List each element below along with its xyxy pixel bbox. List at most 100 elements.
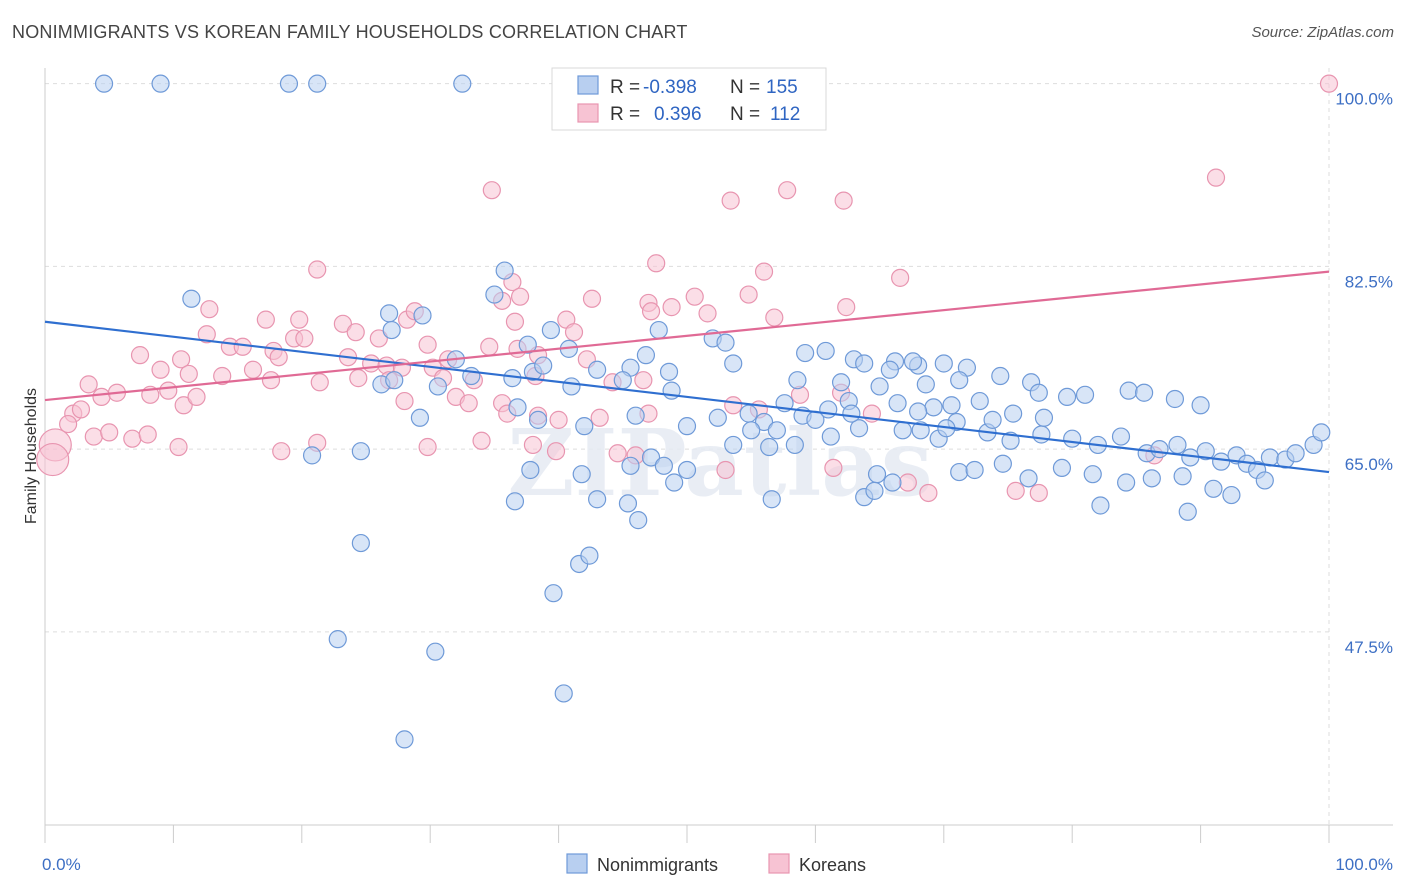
nonimmigrant-point-86: [1168, 435, 1187, 455]
nonimmigrant-point-11: [541, 320, 560, 340]
korean-point-8: [754, 262, 774, 281]
korean-point-103: [716, 460, 735, 480]
korean-point-0: [1319, 74, 1339, 93]
nonimmigrant-point-69: [575, 417, 594, 436]
nonimmigrant-point-149: [426, 642, 445, 661]
legend-r-label-2: R =: [610, 104, 640, 125]
nonimmigrant-point-59: [924, 398, 943, 417]
nonimmigrant-point-10: [382, 320, 401, 340]
korean-point-6: [308, 260, 327, 279]
korean-point-1: [1206, 168, 1226, 187]
nonimmigrant-point-83: [1111, 427, 1131, 446]
nonimmigrant-point-74: [806, 410, 825, 429]
nonimmigrant-point-119: [760, 437, 779, 457]
korean-point-89: [59, 414, 78, 434]
nonimmigrant-point-43: [788, 371, 807, 390]
nonimmigrant-point-125: [1019, 469, 1038, 488]
korean-point-88: [71, 400, 91, 419]
nonimmigrants-points: [94, 74, 1331, 749]
nonimmigrant-point-19: [816, 341, 835, 361]
korean-point-3: [721, 191, 740, 210]
nonimmigrant-point-97: [1312, 423, 1331, 442]
nonimmigrant-point-124: [993, 454, 1012, 473]
nonimmigrant-point-51: [1057, 387, 1077, 407]
nonimmigrant-point-26: [903, 352, 923, 371]
nonimmigrant-point-127: [1083, 465, 1102, 484]
x-tick-label-0: 0.0%: [42, 855, 81, 874]
korean-point-7: [647, 254, 666, 273]
korean-point-11: [582, 289, 602, 308]
nonimmigrant-point-80: [1032, 425, 1051, 444]
nonimmigrant-point-46: [916, 375, 935, 394]
nonimmigrant-point-35: [534, 356, 553, 375]
nonimmigrant-point-0: [94, 74, 114, 93]
nonimmigrant-point-138: [505, 492, 525, 511]
nonimmigrant-point-141: [1091, 496, 1110, 515]
korean-point-84: [159, 381, 178, 400]
nonimmigrant-point-44: [831, 373, 851, 392]
legend-n-label-2: N =: [730, 104, 760, 125]
nonimmigrant-point-15: [518, 335, 537, 354]
korean-point-80: [79, 375, 98, 394]
nonimmigrant-point-61: [888, 394, 907, 413]
korean-point-98: [472, 431, 491, 450]
x-tick-labels: 0.0% 100.0%: [42, 855, 1393, 874]
nonimmigrant-point-107: [754, 412, 774, 432]
nonimmigrant-point-116: [654, 456, 673, 475]
nonimmigrant-point-112: [521, 460, 540, 480]
nonimmigrant-point-110: [302, 446, 322, 465]
nonimmigrant-point-120: [867, 465, 887, 484]
nonimmigrant-point-71: [508, 398, 527, 417]
korean-point-13: [685, 287, 704, 306]
korean-point-72: [549, 410, 568, 429]
korean-point-27: [662, 298, 681, 317]
korean-point-32: [369, 329, 388, 348]
nonimmigrant-point-57: [970, 391, 989, 411]
nonimmigrant-point-48: [991, 366, 1010, 386]
nonimmigrant-point-100: [983, 410, 1002, 429]
nonimmigrant-point-68: [626, 406, 645, 425]
nonimmigrant-point-36: [428, 377, 448, 396]
legend-swatch-blue: [577, 75, 599, 95]
nonimmigrant-point-50: [1029, 383, 1048, 402]
korean-point-93: [138, 425, 157, 444]
nonimmigrant-point-137: [865, 481, 884, 500]
nonimmigrant-point-151: [395, 730, 414, 749]
korean-point-20: [333, 314, 352, 333]
koreans-trend-line: [44, 270, 1330, 402]
nonimmigrant-point-14: [716, 333, 735, 352]
nonimmigrant-point-76: [893, 421, 912, 440]
korean-point-92: [123, 429, 142, 448]
source-credit: Source: ZipAtlas.com: [1251, 24, 1394, 41]
korean-point-43: [295, 329, 314, 348]
chart-title: NONIMMIGRANTS VS KOREAN FAMILY HOUSEHOLD…: [12, 22, 688, 42]
korean-point-58: [172, 350, 191, 369]
nonimmigrant-point-28: [724, 354, 743, 373]
nonimmigrant-point-150: [554, 684, 573, 703]
nonimmigrant-point-18: [796, 343, 815, 363]
korean-point-62: [261, 371, 281, 390]
nonimmigrant-point-7: [485, 285, 504, 304]
legend-n-label-1: N =: [730, 77, 760, 98]
nonimmigrant-point-24: [934, 354, 953, 373]
legend-n-value-1: 155: [766, 77, 798, 98]
korean-point-86: [187, 387, 206, 407]
nonimmigrant-point-111: [351, 442, 370, 461]
korean-point-106: [919, 483, 938, 503]
trend-lines: [44, 270, 1330, 474]
series-label-koreans: Koreans: [799, 855, 866, 875]
legend-r-value-1: -0.398: [643, 77, 697, 98]
korean-point-91: [100, 423, 119, 442]
nonimmigrant-point-123: [965, 460, 984, 480]
nonimmigrant-point-21: [855, 354, 874, 373]
korean-point-60: [213, 366, 232, 386]
korean-point-16: [510, 287, 530, 306]
nonimmigrant-point-99: [1004, 404, 1023, 423]
nonimmigrant-point-54: [1135, 383, 1154, 402]
nonimmigrant-point-47: [950, 371, 969, 390]
y-tick-label-2: 82.5%: [1345, 272, 1393, 291]
y-tick-label-3: 100.0%: [1335, 90, 1393, 109]
nonimmigrant-point-146: [580, 546, 599, 565]
nonimmigrant-point-70: [528, 410, 548, 429]
korean-point-9: [891, 268, 910, 287]
